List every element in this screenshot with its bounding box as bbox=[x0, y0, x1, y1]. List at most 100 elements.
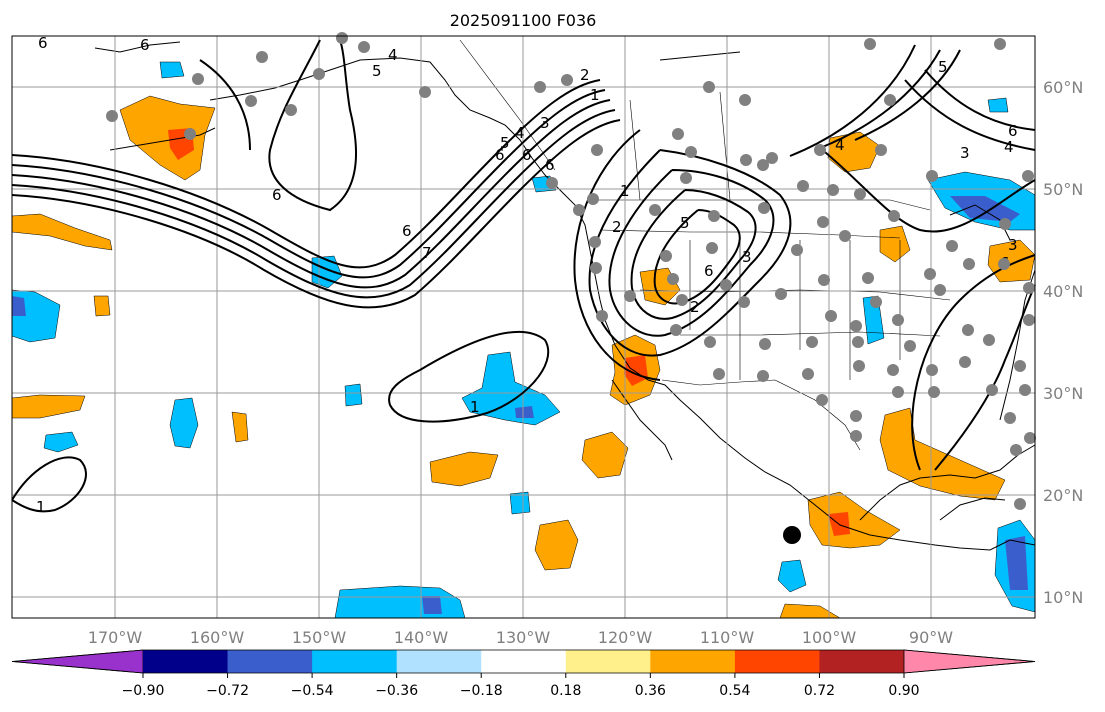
contour-label-6: 6 bbox=[402, 222, 412, 240]
contour-label-27: 4 bbox=[1004, 138, 1014, 156]
colorbar-segment bbox=[819, 650, 905, 673]
colorbar-tick-label: 0.18 bbox=[550, 683, 581, 699]
contour-line-4 bbox=[11, 109, 616, 299]
station-dot bbox=[738, 296, 750, 308]
coastline-bering bbox=[94, 41, 181, 53]
contour-line-8 bbox=[588, 149, 792, 357]
coastline-yucatan bbox=[939, 497, 1006, 521]
contour-line-17 bbox=[934, 284, 1036, 471]
shade-blue-pacific5 bbox=[344, 383, 363, 407]
shade-blue-alaska bbox=[159, 61, 185, 79]
station-dot bbox=[704, 336, 716, 348]
shade-blue-plains bbox=[862, 295, 885, 345]
contour-label-2: 6 bbox=[140, 36, 150, 54]
station-dot bbox=[775, 288, 787, 300]
contour-line-1 bbox=[11, 79, 601, 269]
station-dot bbox=[740, 154, 752, 166]
contour-line-5 bbox=[11, 119, 621, 309]
colorbar-tick-label: −0.36 bbox=[375, 683, 418, 699]
lat-tick-20n: 20°N bbox=[1043, 486, 1083, 505]
contour-label-5: 6 bbox=[272, 186, 282, 204]
station-dot bbox=[825, 310, 837, 322]
lat-tick-60n: 60°N bbox=[1043, 78, 1083, 97]
station-dot bbox=[1023, 282, 1035, 294]
border-us-mexico bbox=[661, 379, 861, 451]
colorbar-extend-high bbox=[903, 649, 1036, 674]
shade-orange-west bbox=[11, 213, 113, 251]
station-dot bbox=[959, 356, 971, 368]
station-dot bbox=[596, 310, 608, 322]
station-dot bbox=[852, 336, 864, 348]
coastline-pacific bbox=[209, 57, 1036, 551]
lon-tick-160w: 160°W bbox=[190, 628, 245, 647]
contour-line-10 bbox=[630, 189, 757, 320]
station-dot bbox=[853, 360, 865, 372]
lon-tick-100w: 100°W bbox=[802, 628, 857, 647]
contour-label-25: 3 bbox=[960, 144, 970, 162]
station-dot bbox=[946, 240, 958, 252]
station-dot bbox=[892, 314, 904, 326]
station-dot bbox=[358, 41, 370, 53]
contour-label-21: 2 bbox=[690, 298, 700, 316]
contour-label-4: 5 bbox=[372, 62, 382, 80]
station-dot bbox=[667, 273, 679, 285]
contour-label-26: 6 bbox=[1008, 122, 1018, 140]
colorbar-tick-label: −0.18 bbox=[460, 683, 503, 699]
shade-darkblue-pacific2 bbox=[515, 406, 534, 418]
contour-label-19: 2 bbox=[612, 218, 622, 236]
station-dot bbox=[994, 38, 1006, 50]
station-dot bbox=[839, 230, 851, 242]
shade-blue-mexico bbox=[777, 559, 807, 593]
station-dot bbox=[864, 38, 876, 50]
contours bbox=[11, 39, 1036, 513]
shade-blue-hudson bbox=[987, 97, 1009, 113]
station-dot bbox=[106, 110, 118, 122]
shade-red-baja bbox=[624, 355, 648, 386]
contour-label-23: 1 bbox=[36, 498, 46, 516]
station-dot bbox=[1019, 384, 1031, 396]
contour-label-15: 6 bbox=[545, 156, 555, 174]
station-dot bbox=[285, 104, 297, 116]
shade-blue-pacific3 bbox=[169, 397, 199, 449]
station-dot bbox=[926, 364, 938, 376]
station-dot bbox=[757, 159, 769, 171]
colorbar-segment bbox=[227, 650, 313, 673]
shade-orange-small1 bbox=[231, 411, 249, 443]
station-dot bbox=[983, 334, 995, 346]
shade-orange-alaska bbox=[119, 95, 216, 181]
colorbar-segment bbox=[312, 650, 398, 673]
station-dot bbox=[814, 144, 826, 156]
colorbar-tick-label: −0.72 bbox=[206, 683, 249, 699]
shade-blue-pacific4 bbox=[43, 431, 79, 453]
contour-label-16: 5 bbox=[680, 214, 690, 232]
contour-label-9: 2 bbox=[580, 66, 590, 84]
colorbar-tick-label: 0.90 bbox=[888, 683, 919, 699]
contour-line-6 bbox=[268, 39, 357, 212]
colorbar-tick-label: −0.54 bbox=[291, 683, 334, 699]
contour-line-14 bbox=[819, 147, 1036, 233]
contour-line-9 bbox=[608, 169, 775, 337]
lat-tick-labels: 60°N 50°N 40°N 30°N 20°N 10°N bbox=[1043, 78, 1083, 607]
storm-center-marker bbox=[783, 526, 801, 544]
contour-labels: 6 6 4 5 6 6 7 1 2 3 4 6 5 6 6 5 6 1 2 3 … bbox=[36, 34, 1018, 516]
station-dot bbox=[928, 386, 940, 398]
colorbar-segment bbox=[143, 650, 229, 673]
contour-line-19 bbox=[11, 456, 87, 513]
contour-label-7: 7 bbox=[422, 244, 432, 262]
station-dot bbox=[1024, 432, 1036, 444]
lon-tick-130w: 130°W bbox=[496, 628, 551, 647]
station-dot bbox=[892, 386, 904, 398]
border-us-canada bbox=[597, 199, 931, 211]
contour-label-22: 1 bbox=[470, 398, 480, 416]
station-dot bbox=[670, 324, 682, 336]
lat-tick-40n: 40°N bbox=[1043, 282, 1083, 301]
lat-tick-50n: 50°N bbox=[1043, 180, 1083, 199]
station-dot bbox=[884, 94, 896, 106]
shade-darkblue-lakes bbox=[950, 196, 1020, 222]
shade-darkblue-south bbox=[422, 596, 442, 614]
station-dot bbox=[1014, 360, 1026, 372]
colorbar-extend-low bbox=[11, 649, 144, 674]
colorbar-tick-label: 0.54 bbox=[719, 683, 750, 699]
lon-tick-120w: 120°W bbox=[598, 628, 653, 647]
